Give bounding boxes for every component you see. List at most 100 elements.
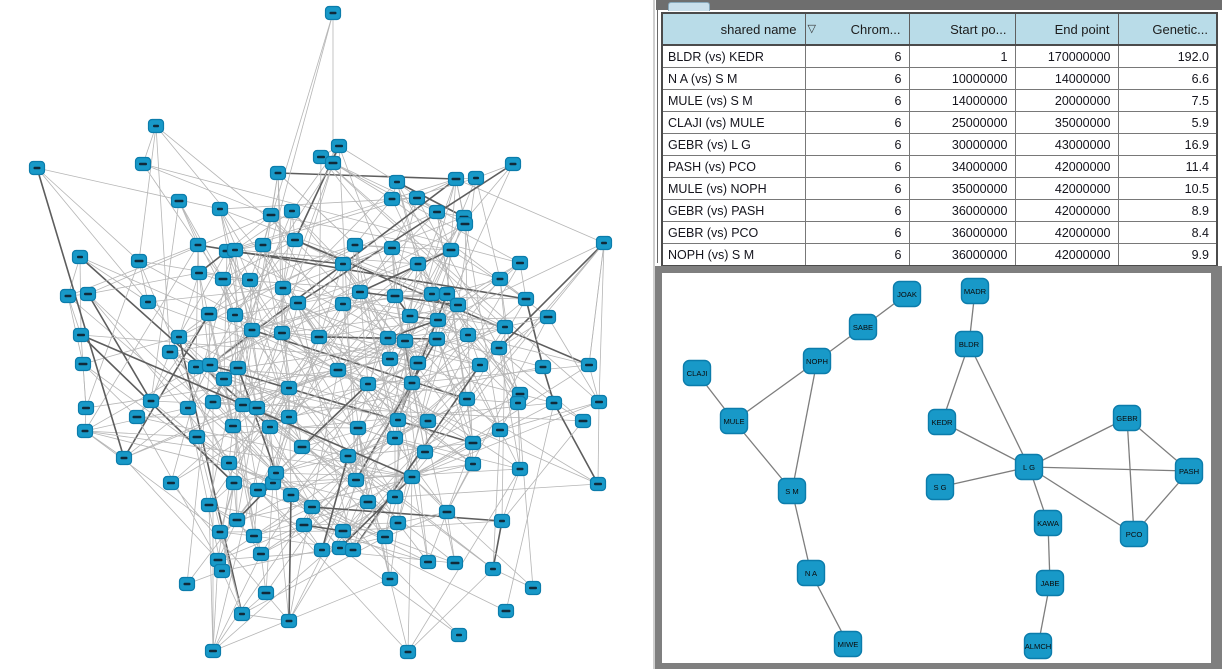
network-edge[interactable] bbox=[394, 295, 527, 300]
network-edge[interactable] bbox=[359, 291, 413, 478]
network-edge[interactable] bbox=[446, 511, 456, 564]
table-cell[interactable]: 16.9 bbox=[1117, 133, 1218, 156]
network-edge[interactable] bbox=[320, 156, 393, 249]
network-edge[interactable] bbox=[251, 303, 344, 331]
network-node[interactable] bbox=[534, 359, 552, 375]
network-node[interactable] bbox=[324, 5, 342, 21]
network-node[interactable] bbox=[409, 355, 427, 371]
network-node[interactable] bbox=[438, 286, 456, 302]
network-node-mule[interactable]: MULE bbox=[719, 407, 749, 435]
network-edge[interactable] bbox=[318, 336, 438, 340]
network-edge[interactable] bbox=[233, 455, 349, 484]
network-edge[interactable] bbox=[597, 401, 600, 485]
table-cell[interactable]: 6 bbox=[804, 155, 910, 178]
table-cell[interactable]: 25000000 bbox=[908, 111, 1016, 134]
network-node[interactable] bbox=[243, 322, 261, 338]
network-edge[interactable] bbox=[498, 347, 521, 470]
network-edge[interactable] bbox=[212, 337, 389, 403]
network-edge[interactable] bbox=[303, 522, 399, 526]
table-cell[interactable]: MULE (vs) S M bbox=[661, 89, 806, 112]
network-edge[interactable] bbox=[455, 178, 605, 244]
network-node[interactable] bbox=[226, 307, 244, 323]
network-edge[interactable] bbox=[237, 12, 334, 369]
network-node[interactable] bbox=[162, 475, 180, 491]
network-edge[interactable] bbox=[404, 263, 419, 342]
network-node[interactable] bbox=[71, 249, 89, 265]
network-edge[interactable] bbox=[389, 522, 399, 580]
network-node[interactable] bbox=[351, 284, 369, 300]
network-node[interactable] bbox=[497, 603, 515, 619]
network-node[interactable] bbox=[283, 203, 301, 219]
table-cell[interactable]: 35000000 bbox=[908, 177, 1016, 200]
network-edge[interactable] bbox=[288, 295, 396, 418]
network-edge[interactable] bbox=[269, 426, 359, 429]
table-panel-tab[interactable] bbox=[668, 2, 710, 11]
network-edge[interactable] bbox=[367, 337, 389, 385]
network-node[interactable] bbox=[289, 295, 307, 311]
network-node[interactable] bbox=[408, 190, 426, 206]
network-edge[interactable] bbox=[290, 398, 468, 496]
network-edge[interactable] bbox=[301, 383, 369, 448]
network-edge[interactable] bbox=[357, 427, 474, 465]
network-node[interactable] bbox=[209, 552, 227, 568]
network-edge[interactable] bbox=[87, 293, 230, 464]
network-edge[interactable] bbox=[142, 163, 272, 216]
network-node-l-g[interactable]: L G bbox=[1014, 453, 1044, 481]
network-edge[interactable] bbox=[36, 167, 149, 303]
network-edge[interactable] bbox=[407, 476, 413, 653]
network-edge[interactable] bbox=[234, 210, 293, 251]
network-node[interactable] bbox=[419, 413, 437, 429]
table-cell[interactable]: 43000000 bbox=[1014, 133, 1119, 156]
network-node[interactable] bbox=[403, 469, 421, 485]
detail-network-canvas[interactable]: JOAK SABE NOPH CLAJI MULE S M N A MIWE MADR BLDR K… bbox=[662, 273, 1211, 663]
table-cell[interactable]: 8.4 bbox=[1117, 221, 1218, 244]
network-node[interactable] bbox=[282, 487, 300, 503]
network-node[interactable] bbox=[134, 156, 152, 172]
network-edge[interactable] bbox=[337, 358, 391, 371]
network-node[interactable] bbox=[142, 393, 160, 409]
network-edge[interactable] bbox=[87, 272, 200, 295]
table-cell[interactable]: 5.9 bbox=[1117, 111, 1218, 134]
network-node[interactable] bbox=[359, 494, 377, 510]
network-node[interactable] bbox=[376, 529, 394, 545]
network-node[interactable] bbox=[381, 351, 399, 367]
network-node[interactable] bbox=[428, 331, 446, 347]
table-cell[interactable]: 6 bbox=[804, 199, 910, 222]
network-edge[interactable] bbox=[337, 369, 599, 485]
table-cell[interactable]: GEBR (vs) PCO bbox=[661, 221, 806, 244]
network-edge[interactable] bbox=[303, 524, 429, 563]
network-node[interactable] bbox=[170, 193, 188, 209]
network-edge[interactable] bbox=[82, 363, 138, 418]
network-edge[interactable] bbox=[359, 291, 459, 306]
network-node[interactable] bbox=[442, 242, 460, 258]
network-edge[interactable] bbox=[342, 479, 357, 532]
network-edge[interactable] bbox=[339, 476, 413, 549]
table-cell[interactable]: 192.0 bbox=[1117, 44, 1218, 68]
network-edge[interactable] bbox=[501, 420, 584, 522]
network-edge[interactable] bbox=[84, 366, 197, 432]
network-node[interactable] bbox=[273, 325, 291, 341]
network-edge[interactable] bbox=[397, 511, 448, 524]
network-edge[interactable] bbox=[251, 181, 398, 331]
network-edge[interactable] bbox=[257, 291, 361, 491]
table-cell[interactable]: 7.5 bbox=[1117, 89, 1218, 112]
table-cell[interactable]: 6 bbox=[804, 67, 910, 90]
network-edge[interactable] bbox=[941, 421, 1030, 468]
network-edge[interactable] bbox=[228, 462, 323, 551]
network-edge[interactable] bbox=[241, 536, 386, 615]
network-node[interactable] bbox=[511, 461, 529, 477]
network-edge[interactable] bbox=[147, 287, 284, 303]
network-node[interactable] bbox=[496, 319, 514, 335]
table-cell[interactable]: 36000000 bbox=[908, 243, 1016, 267]
network-node[interactable] bbox=[190, 265, 208, 281]
network-node[interactable] bbox=[280, 613, 298, 629]
network-edge[interactable] bbox=[394, 295, 506, 328]
network-edge[interactable] bbox=[209, 364, 474, 444]
network-edge[interactable] bbox=[337, 315, 411, 371]
network-node[interactable] bbox=[386, 288, 404, 304]
network-edge[interactable] bbox=[407, 468, 521, 653]
network-edge[interactable] bbox=[212, 553, 262, 652]
network-edge[interactable] bbox=[464, 223, 501, 431]
network-node[interactable] bbox=[484, 561, 502, 577]
network-node[interactable] bbox=[349, 420, 367, 436]
